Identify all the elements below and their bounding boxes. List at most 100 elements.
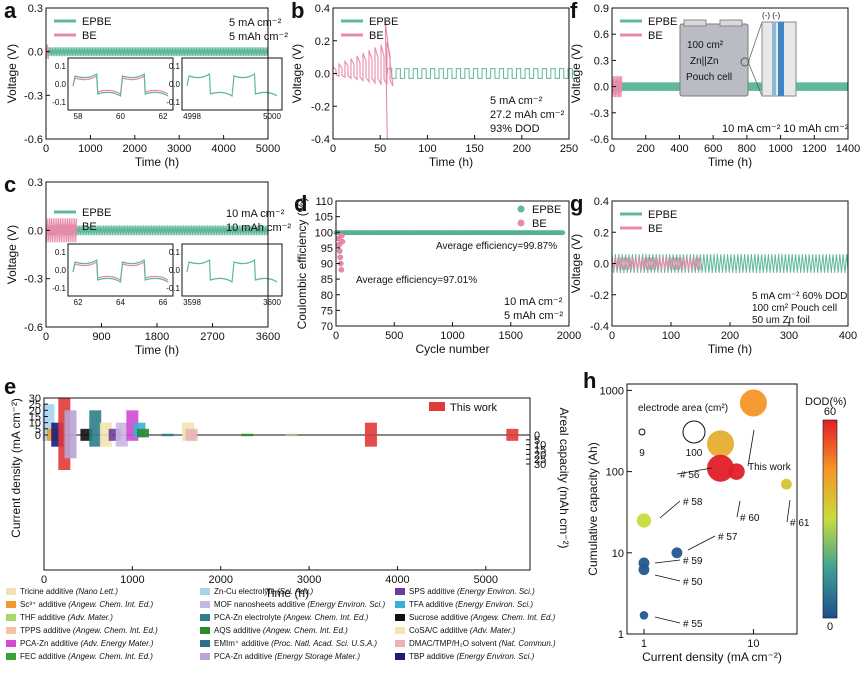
y-tick-label: 30 (29, 393, 41, 405)
inset-frame (67, 243, 174, 297)
x-tick-label: 1000 (440, 330, 464, 342)
y-tick-right-label: 0 (534, 430, 540, 442)
label-arrow (659, 500, 681, 519)
legend-entry-ref: (Energy Environ. Sci.) (455, 600, 533, 609)
inset-y-tick: 0.0 (55, 80, 67, 89)
be-point (337, 254, 344, 261)
x-tick-label: 2000 (557, 330, 581, 342)
annotation: Average efficiency=97.01% (356, 275, 477, 286)
legend-entry: Tricine additive (Nano Lett.) (20, 587, 118, 596)
legend-entry-name: Zn-Cu electrolyte (214, 587, 277, 596)
y-tick-label: 1000 (600, 385, 624, 397)
y-tick-right-label: 10 (534, 440, 546, 452)
be-point (339, 238, 346, 245)
annotation: Zn||Zn (690, 56, 719, 67)
legend-entry-ref: (Proc. Natl. Acad. Sci. U.S.A.) (271, 639, 377, 648)
y-tick-label: -0.3 (590, 108, 609, 120)
x-tick-label: 0 (330, 143, 336, 155)
inset-series (72, 258, 169, 284)
inset-frame (67, 57, 174, 111)
bar (185, 428, 198, 441)
colorbar-max: 60 (824, 406, 836, 418)
legend-entry-ref: (Energy Environ. Sci.) (456, 652, 534, 661)
x-tick-label: 400 (839, 330, 857, 342)
series-epbe (386, 68, 577, 79)
y-tick-label: 75 (321, 305, 333, 317)
x-tick-label: 4000 (211, 143, 235, 155)
legend-label: BE (369, 30, 384, 42)
y-tick-label: 80 (321, 290, 333, 302)
x-axis-label: Time (h) (135, 155, 179, 169)
annotation: 5 mAh cm⁻² (504, 310, 563, 322)
point-label: # 59 (683, 556, 703, 567)
legend-entry-ref: (Angew. Chem. Int. Ed.) (73, 626, 158, 635)
inset-x-tick: 58 (74, 112, 83, 121)
inset-y-tick: 0.1 (169, 62, 181, 71)
y-tick-label: -0.3 (24, 274, 43, 286)
x-tick-label: 0 (609, 143, 615, 155)
size-legend-small (638, 428, 646, 436)
point-label: # 60 (740, 513, 760, 524)
y-tick-label: 0.0 (594, 82, 609, 94)
x-tick-label: 1800 (145, 331, 169, 343)
legend-entry: AQS additive (Angew. Chem. Int. Ed.) (214, 626, 348, 635)
y-tick-label: -0.4 (311, 134, 330, 146)
legend-label: BE (648, 223, 663, 235)
y-tick-label: 100 (315, 227, 333, 239)
legend-entry: EMIm⁺ additive (Proc. Natl. Acad. Sci. U… (214, 639, 377, 648)
annotation: 10 mAh cm⁻² (226, 222, 291, 234)
label-arrow (654, 616, 681, 624)
panel-letter: f (570, 0, 578, 23)
y-axis-label: Coulombic efficiency (%) (295, 198, 309, 330)
inset-y-tick: 0.0 (169, 266, 181, 275)
bar (285, 433, 298, 437)
legend-entry: Sucrose additive (Angew. Chem. Int. Ed.) (409, 613, 556, 622)
inset-y-tick: 0.0 (169, 80, 181, 89)
colorbar-min: 0 (827, 621, 833, 633)
size-legend-value: 100 (686, 448, 703, 459)
inset-x-tick: 64 (116, 298, 125, 307)
be-point (339, 232, 345, 239)
legend-entry-ref: (Adv. Mater.) (68, 613, 114, 622)
x-tick-label: 1200 (802, 143, 826, 155)
inset-series (72, 72, 169, 98)
y-axis-label: Voltage (V) (569, 234, 583, 293)
label-arrow (786, 499, 791, 523)
x-tick-label: 1 (641, 638, 647, 650)
legend-entry-ref: (Angew. Chem. Int. Ed.) (470, 613, 555, 622)
point-label: # 61 (790, 518, 810, 529)
panel-letter: b (291, 0, 304, 23)
y-tick-right-label: 15 (534, 445, 546, 457)
size-legend-value: 9 (639, 448, 645, 459)
x-tick-label: 2000 (123, 143, 147, 155)
x-tick-label: 1400 (836, 143, 860, 155)
y-tick-label: 10 (612, 548, 624, 560)
series-be (332, 21, 394, 140)
bar (241, 433, 254, 437)
x-tick-label: 3600 (256, 331, 280, 343)
legend-swatch (6, 653, 16, 660)
y-tick-label: 0.2 (315, 36, 330, 48)
annotation: 93% DOD (490, 123, 540, 135)
x-tick-label: 200 (721, 330, 739, 342)
inset-series (186, 258, 278, 284)
separator-layer (778, 22, 784, 96)
legend-entry-name: CoSA/C additive (409, 626, 470, 635)
size-legend-large (682, 420, 706, 444)
y-tick-label: -0.6 (590, 134, 609, 146)
x-tick-label: 500 (385, 330, 403, 342)
legend-entry: TPPS additive (Angew. Chem. Int. Ed.) (20, 626, 158, 635)
series-be (45, 218, 78, 243)
legend-entry-name: TPPS additive (20, 626, 73, 635)
y-axis-label: Voltage (V) (5, 225, 19, 284)
legend-entry: Zn-Cu electrolyte (Sci. Adv.) (214, 587, 313, 596)
y-tick-right-label: 20 (534, 449, 546, 461)
y-axis-label: Voltage (V) (569, 44, 583, 103)
inset-y-tick: 0.1 (55, 62, 67, 71)
pouch-cell-photo (679, 23, 749, 97)
legend-entry: PCA-Zn electrolyte (Angew. Chem. Int. Ed… (214, 613, 369, 622)
panel-letter: g (570, 191, 583, 216)
legend-label: EPBE (648, 209, 677, 221)
y-tick-label: -0.2 (590, 290, 609, 302)
